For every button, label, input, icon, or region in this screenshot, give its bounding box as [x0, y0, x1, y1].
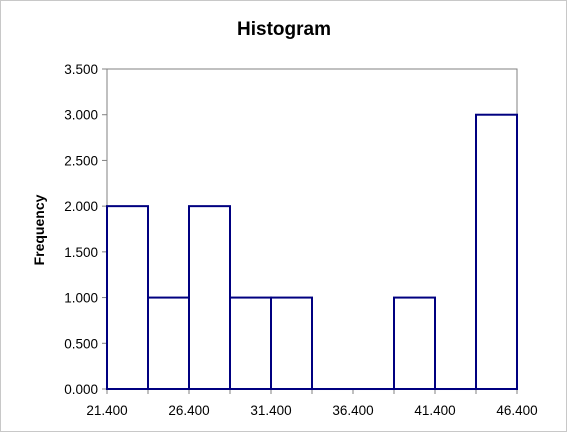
y-axis-label: Frequency: [31, 194, 47, 265]
histogram-bar: [106, 205, 149, 390]
x-tick-label: 41.400: [414, 403, 455, 418]
x-tick-label: 31.400: [250, 403, 291, 418]
y-tick-label: 0.500: [64, 336, 98, 351]
histogram-bar: [147, 296, 190, 391]
y-tick-label: 1.500: [64, 245, 98, 260]
x-tick-label: 46.400: [496, 403, 537, 418]
histogram-bar: [475, 113, 518, 390]
y-tick-label: 1.000: [64, 291, 98, 306]
histogram-bar: [188, 205, 231, 390]
histogram-bar: [270, 296, 313, 391]
y-tick-label: 0.000: [64, 382, 98, 397]
y-tick-label: 2.500: [64, 153, 98, 168]
chart-title: Histogram: [237, 19, 331, 40]
plot-area: 0.000 0.500 1.000 1.500 2.000 2.500 3.000 3.500…: [64, 62, 537, 418]
histogram-bar: [229, 296, 272, 391]
histogram-bar: [393, 296, 436, 391]
x-tick-label: 21.400: [86, 403, 127, 418]
y-tick-label: 3.000: [64, 108, 98, 123]
x-tick-label: 26.400: [168, 403, 209, 418]
y-tick-label: 3.500: [64, 62, 98, 77]
x-tick-label: 36.400: [332, 403, 373, 418]
y-tick-label: 2.000: [64, 199, 98, 214]
